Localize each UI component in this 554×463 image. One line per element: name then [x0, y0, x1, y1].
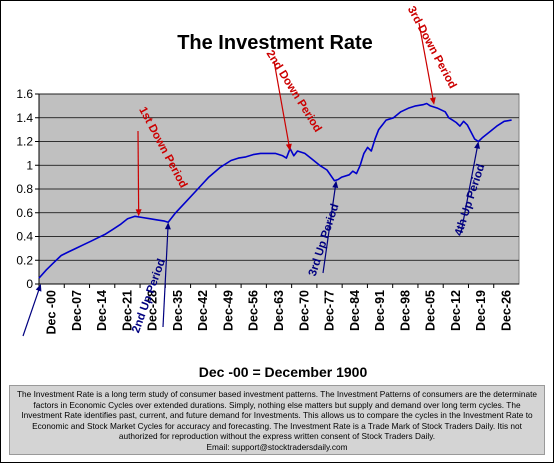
- annotation-arrow: [322, 186, 336, 274]
- annotation-arrowhead: [135, 209, 142, 217]
- x-tick-label: Dec-05: [424, 290, 438, 331]
- x-tick-label: Dec-21: [120, 290, 134, 331]
- y-tick-label: 0.6: [16, 206, 33, 220]
- x-tick-label: Dec-77: [323, 290, 337, 331]
- y-tick-label: 1: [26, 158, 33, 172]
- x-tick-label: Dec-14: [95, 290, 109, 331]
- x-tick-label: Dec-12: [449, 290, 463, 331]
- y-tick-label: 0.8: [16, 182, 33, 196]
- y-tick-label: 1.6: [16, 87, 33, 101]
- x-tick-label: Dec-98: [398, 290, 412, 331]
- annotation-arrow: [137, 130, 140, 211]
- annotation-arrow: [22, 289, 40, 337]
- x-tick-label: Dec-28: [146, 290, 160, 331]
- annotation-arrowhead: [164, 222, 171, 230]
- y-tick-label: 0: [26, 277, 33, 291]
- annotation-arrowhead: [35, 284, 42, 292]
- x-tick-label: Dec-19: [474, 290, 488, 331]
- annotation-arrowhead: [332, 180, 339, 189]
- y-tick-label: 1.4: [16, 111, 33, 125]
- investment-rate-chart: 0 0.2 0.4 0.6 0.8 1 1.2 1.4 1.6 Dec -00 Dec-07 Dec-…: [16, 4, 520, 380]
- x-tick-label: Dec-91: [373, 290, 387, 331]
- series-line: [38, 102, 512, 279]
- x-tick-label: Dec-42: [196, 290, 210, 331]
- annotation-arrow: [162, 228, 169, 328]
- annotation-arrowhead: [429, 97, 436, 105]
- description-text: The Investment Rate is a long term study…: [16, 389, 538, 442]
- annotation-arrow: [460, 147, 478, 234]
- x-tick-label: Dec-35: [171, 290, 185, 331]
- x-tick-label: Dec-26: [499, 290, 513, 331]
- x-tick-label: Dec-84: [348, 290, 362, 331]
- annotation-arrowhead: [474, 141, 481, 149]
- y-tick-label: 1.2: [16, 135, 33, 149]
- x-tick-label: Dec-70: [297, 290, 311, 331]
- annotation-arrow: [273, 60, 290, 146]
- annotation-arrowhead: [285, 143, 292, 151]
- chart-title: The Investment Rate: [177, 32, 373, 54]
- contact-email: Email: support@stocktradersdaily.com: [206, 441, 348, 452]
- annotation-label: 3rd Down Period: [405, 4, 458, 90]
- x-tick-label: Dec-63: [272, 290, 286, 331]
- x-axis-label: Dec -00 = December 1900: [199, 364, 368, 380]
- y-tick-label: 0.2: [16, 253, 33, 267]
- x-tick-label: Dec-07: [70, 290, 84, 331]
- y-tick-label: 0.4: [16, 230, 33, 244]
- x-tick-label: Dec-56: [247, 290, 261, 331]
- annotation-arrow: [418, 22, 434, 99]
- chart-description: The Investment Rate is a long term study…: [9, 385, 545, 455]
- x-tick-label: Dec-49: [221, 290, 235, 331]
- x-tick-label: Dec -00: [45, 290, 59, 335]
